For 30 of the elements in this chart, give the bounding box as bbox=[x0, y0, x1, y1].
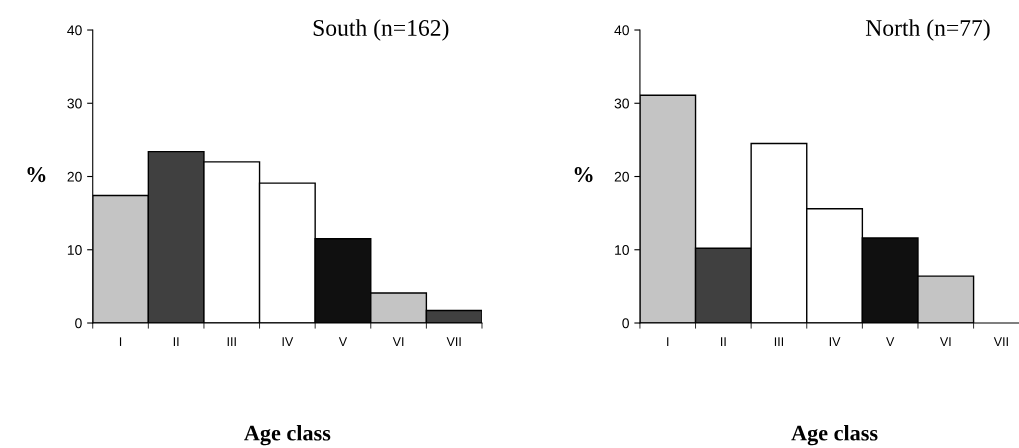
y-tick-label: 20 bbox=[67, 171, 82, 182]
x-tick-label: II bbox=[173, 337, 179, 346]
y-tick-label: 0 bbox=[75, 318, 82, 329]
y-tick-label: 10 bbox=[615, 245, 629, 255]
x-tick-label: IV bbox=[282, 337, 294, 346]
y-tick-label: 40 bbox=[67, 25, 82, 36]
x-tick-label: III bbox=[774, 337, 784, 346]
x-tick-label: II bbox=[721, 337, 726, 346]
chart-title: North (n=77) bbox=[865, 19, 990, 41]
x-axis-title: Age class bbox=[244, 424, 331, 446]
x-tick-label: VII bbox=[993, 337, 1008, 346]
y-tick-label: 10 bbox=[67, 245, 82, 255]
x-tick-label: VII bbox=[446, 337, 461, 346]
y-axis-title: % bbox=[574, 167, 593, 183]
y-axis-title: % bbox=[27, 167, 46, 183]
chart-title: South (n=162) bbox=[313, 19, 449, 41]
x-tick-label: VI bbox=[392, 337, 404, 346]
x-tick-label: V bbox=[886, 337, 895, 346]
x-axis-title: Age class bbox=[791, 424, 878, 446]
y-tick-label: 40 bbox=[614, 25, 629, 36]
y-tick-label: 0 bbox=[622, 318, 629, 329]
y-tick-label: 30 bbox=[67, 98, 82, 109]
x-tick-label: I bbox=[667, 337, 669, 346]
x-tick-label: III bbox=[227, 337, 236, 346]
x-tick-label: V bbox=[338, 337, 348, 346]
x-tick-label: VI bbox=[939, 337, 951, 346]
x-tick-label: IV bbox=[829, 337, 841, 346]
y-tick-label: 30 bbox=[614, 98, 629, 109]
y-tick-label: 20 bbox=[614, 171, 629, 182]
x-tick-label: I bbox=[119, 337, 122, 346]
